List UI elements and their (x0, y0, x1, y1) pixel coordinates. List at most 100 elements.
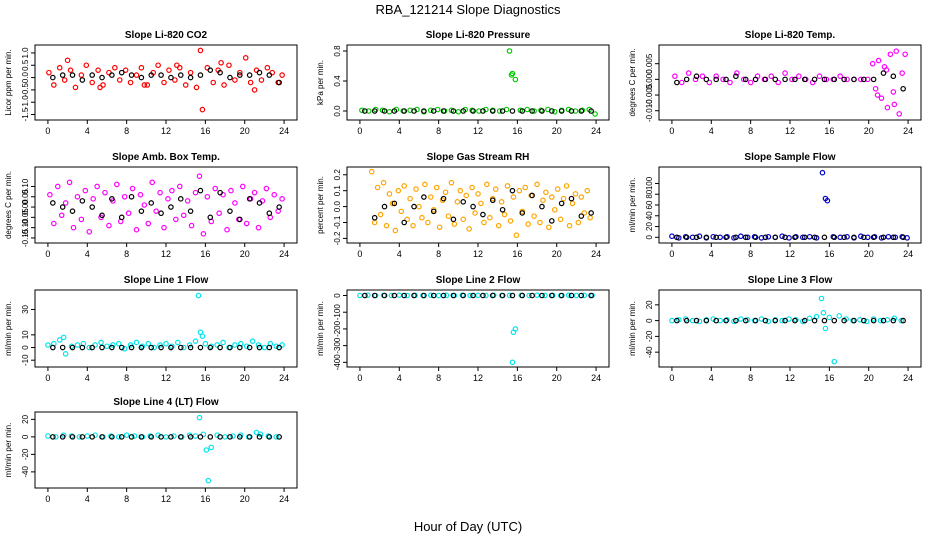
data-point (359, 107, 365, 114)
data-point (172, 77, 178, 83)
y-tick-label: -0.005 (645, 83, 654, 106)
data-point (841, 234, 847, 241)
data-point (115, 434, 122, 440)
data-point (851, 234, 857, 241)
data-point (433, 184, 440, 191)
data-point (448, 179, 455, 186)
data-point (752, 317, 759, 324)
data-point (161, 224, 167, 231)
x-tick-label: 0 (669, 373, 674, 383)
data-point (74, 342, 81, 348)
x-tick-label: 16 (824, 249, 834, 259)
data-point (279, 72, 285, 78)
data-point (560, 195, 567, 202)
data-point (255, 224, 262, 231)
data-point (531, 213, 537, 219)
x-tick-label: 0 (669, 126, 674, 136)
data-point (831, 234, 838, 241)
data-point (526, 292, 532, 299)
data-point (118, 69, 125, 76)
y-tick-label: -0.1 (333, 215, 342, 229)
data-point (513, 232, 520, 239)
data-point (256, 200, 263, 206)
data-point (99, 344, 105, 351)
data-point (713, 234, 720, 241)
data-point (187, 74, 194, 81)
data-point (733, 317, 739, 324)
data-point (212, 185, 219, 192)
y-tick-label: -1.0 (21, 95, 30, 109)
x-tick-label: 4 (85, 373, 90, 383)
data-point (499, 108, 506, 114)
x-tick-label: 12 (473, 126, 483, 136)
data-point (801, 76, 808, 83)
chart-panel: Slope Sample Flow 0 4 8 12 16 20 24 0 20 40 60 80100… (628, 152, 922, 259)
data-point (507, 218, 514, 224)
data-point (421, 194, 427, 200)
chart-panel: Slope Line 1 Flow 0 4 8 12 16 20 24 -10 0 10 30 ml/m… (4, 275, 298, 383)
data-point (226, 62, 232, 69)
data-point (551, 108, 558, 115)
series-raw (46, 47, 285, 113)
data-point (232, 342, 238, 348)
data-point (796, 73, 802, 80)
data-point (76, 434, 83, 440)
data-point (158, 344, 164, 351)
data-point (243, 343, 250, 350)
data-point (392, 227, 399, 234)
data-point (578, 213, 585, 219)
data-point (902, 51, 908, 58)
data-point (450, 292, 457, 299)
data-point (422, 181, 428, 188)
data-point (168, 74, 174, 81)
data-point (166, 67, 172, 73)
data-point (129, 185, 136, 192)
y-tick-label: -1.5 (21, 107, 30, 121)
y-axis-label: ml/min per min. (628, 178, 637, 233)
data-point (489, 108, 496, 114)
data-point (734, 70, 740, 76)
data-point (197, 187, 204, 194)
chart-panel: Slope Li-820 Temp. 0 4 8 12 16 20 24 -0.010-0.00… (628, 30, 922, 136)
data-point (197, 434, 204, 440)
data-point (54, 183, 61, 190)
data-point (110, 342, 116, 348)
y-axis-label: percent per min. (316, 176, 325, 234)
data-point (451, 221, 458, 227)
data-point (782, 234, 788, 241)
chart-title: Slope Line 3 Flow (748, 275, 833, 286)
data-point (466, 226, 472, 232)
y-tick-label: 0.00 (21, 199, 30, 215)
data-point (772, 317, 779, 324)
series-mean (50, 344, 282, 351)
data-point (364, 292, 371, 298)
data-point (125, 210, 132, 217)
data-point (669, 233, 675, 240)
data-point (158, 434, 164, 440)
data-point (258, 77, 265, 83)
y-axis-label: kPa per min. (316, 60, 325, 105)
data-point (210, 79, 217, 86)
data-point (157, 342, 163, 348)
data-point (169, 187, 175, 194)
x-tick-label: 20 (240, 373, 250, 383)
y-tick-label: 0.5 (21, 59, 30, 71)
data-point (174, 62, 180, 69)
data-point (217, 344, 223, 351)
data-point (519, 210, 526, 216)
data-point (401, 219, 408, 226)
data-point (145, 220, 152, 227)
data-point (841, 317, 847, 324)
plot-frame (658, 44, 922, 121)
x-tick-label: 0 (669, 249, 674, 259)
data-point (430, 208, 437, 215)
y-tick-label: 0.05 (21, 188, 30, 204)
data-point (141, 82, 148, 88)
data-point (68, 433, 75, 439)
y-tick-label: 0.000 (645, 69, 654, 90)
chart-panel: Slope Line 2 Flow 0 4 8 12 16 20 24 -400-300-200… (316, 275, 610, 383)
data-point (263, 185, 270, 192)
data-point (457, 187, 464, 194)
